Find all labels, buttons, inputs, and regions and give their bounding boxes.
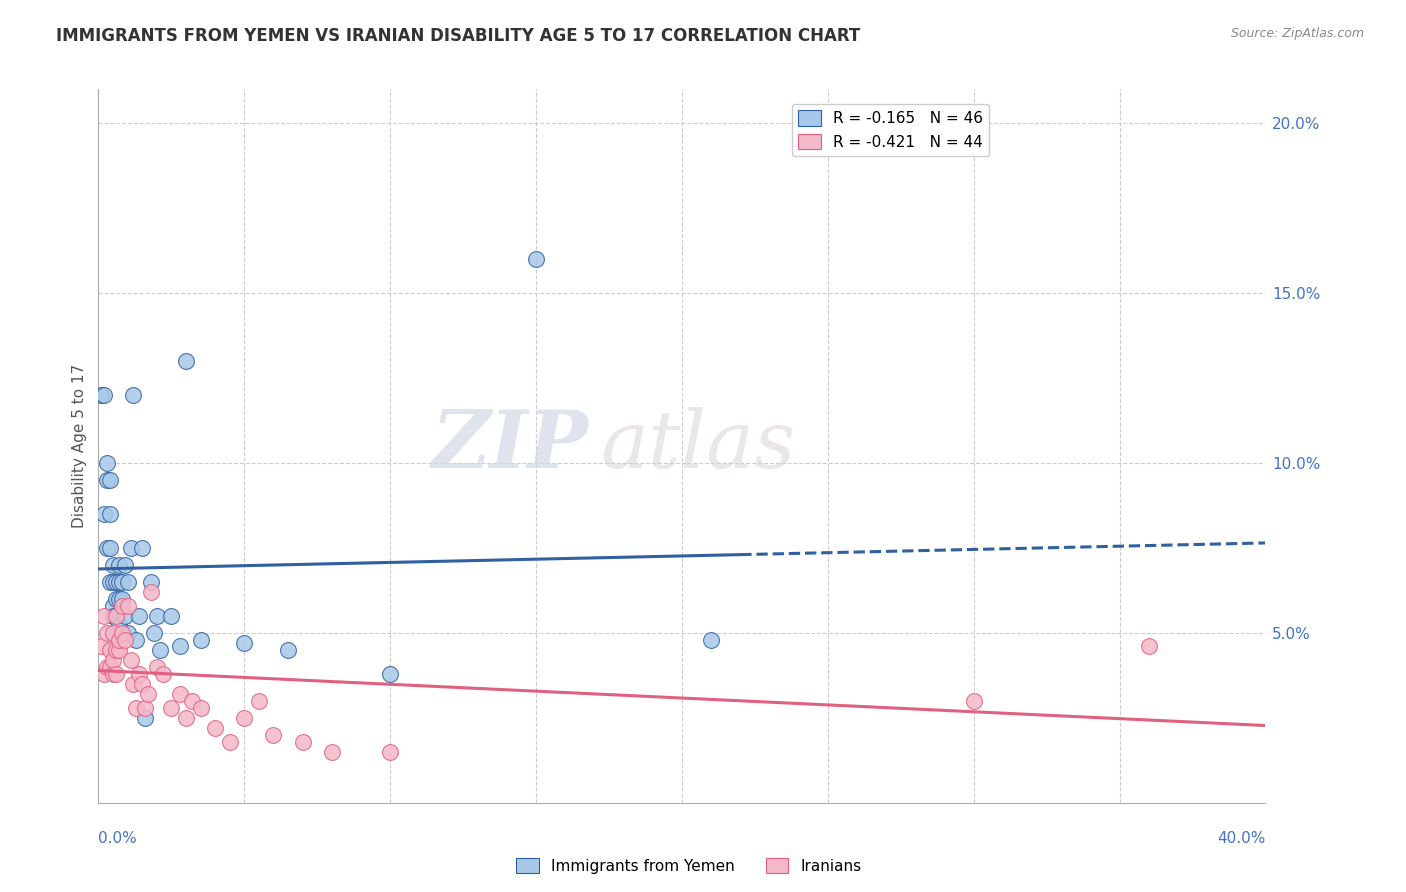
Point bbox=[233, 711, 256, 725]
Text: Source: ZipAtlas.com: Source: ZipAtlas.com bbox=[1230, 27, 1364, 40]
Point bbox=[125, 632, 148, 647]
Point bbox=[117, 599, 139, 613]
Point bbox=[90, 388, 112, 402]
Point bbox=[93, 388, 115, 402]
Point bbox=[117, 626, 139, 640]
Point bbox=[111, 626, 134, 640]
Point bbox=[125, 700, 148, 714]
Point bbox=[169, 640, 191, 654]
Point bbox=[180, 694, 202, 708]
Point bbox=[128, 608, 150, 623]
Point bbox=[174, 711, 197, 725]
Point bbox=[114, 608, 136, 623]
Point bbox=[122, 388, 145, 402]
Point bbox=[134, 711, 156, 725]
Point bbox=[378, 666, 402, 681]
Point bbox=[98, 574, 121, 589]
Point bbox=[90, 640, 112, 654]
Point bbox=[104, 574, 127, 589]
Point bbox=[136, 687, 159, 701]
Point bbox=[146, 660, 169, 674]
Point bbox=[96, 660, 118, 674]
Point bbox=[142, 626, 165, 640]
Point bbox=[104, 591, 127, 606]
Point bbox=[96, 473, 118, 487]
Point bbox=[93, 608, 115, 623]
Point bbox=[120, 653, 142, 667]
Text: 40.0%: 40.0% bbox=[1218, 831, 1265, 847]
Point bbox=[104, 608, 127, 623]
Point bbox=[108, 632, 131, 647]
Point bbox=[104, 666, 127, 681]
Point bbox=[101, 653, 124, 667]
Point bbox=[104, 608, 127, 623]
Point bbox=[96, 626, 118, 640]
Point bbox=[111, 591, 134, 606]
Point bbox=[139, 585, 162, 599]
Point bbox=[120, 541, 142, 555]
Text: IMMIGRANTS FROM YEMEN VS IRANIAN DISABILITY AGE 5 TO 17 CORRELATION CHART: IMMIGRANTS FROM YEMEN VS IRANIAN DISABIL… bbox=[56, 27, 860, 45]
Point bbox=[291, 734, 314, 748]
Point bbox=[190, 700, 212, 714]
Point bbox=[131, 541, 153, 555]
Point bbox=[139, 574, 162, 589]
Point bbox=[111, 599, 134, 613]
Point bbox=[1137, 640, 1160, 654]
Point bbox=[524, 252, 547, 266]
Point bbox=[101, 608, 124, 623]
Text: atlas: atlas bbox=[600, 408, 796, 484]
Point bbox=[108, 643, 131, 657]
Point bbox=[98, 541, 121, 555]
Point bbox=[277, 643, 299, 657]
Point bbox=[98, 643, 121, 657]
Point bbox=[101, 599, 124, 613]
Point bbox=[98, 507, 121, 521]
Point bbox=[321, 745, 343, 759]
Point bbox=[160, 700, 183, 714]
Point bbox=[962, 694, 984, 708]
Point bbox=[108, 574, 131, 589]
Point bbox=[174, 354, 197, 368]
Point bbox=[101, 626, 124, 640]
Legend: R = -0.165   N = 46, R = -0.421   N = 44: R = -0.165 N = 46, R = -0.421 N = 44 bbox=[792, 104, 990, 156]
Point bbox=[114, 558, 136, 572]
Text: 0.0%: 0.0% bbox=[98, 831, 138, 847]
Point bbox=[131, 677, 153, 691]
Point bbox=[122, 677, 145, 691]
Point bbox=[700, 632, 723, 647]
Point bbox=[233, 636, 256, 650]
Point bbox=[160, 608, 183, 623]
Point bbox=[134, 700, 156, 714]
Text: ZIP: ZIP bbox=[432, 408, 589, 484]
Point bbox=[96, 456, 118, 470]
Point bbox=[98, 473, 121, 487]
Point bbox=[128, 666, 150, 681]
Point bbox=[104, 643, 127, 657]
Point bbox=[114, 632, 136, 647]
Point bbox=[190, 632, 212, 647]
Point bbox=[218, 734, 240, 748]
Y-axis label: Disability Age 5 to 17: Disability Age 5 to 17 bbox=[72, 364, 87, 528]
Point bbox=[101, 666, 124, 681]
Point bbox=[262, 728, 284, 742]
Point bbox=[111, 574, 134, 589]
Point bbox=[98, 660, 121, 674]
Point bbox=[152, 666, 174, 681]
Point bbox=[146, 608, 169, 623]
Point bbox=[204, 721, 226, 735]
Point bbox=[108, 558, 131, 572]
Point bbox=[247, 694, 270, 708]
Point bbox=[108, 591, 131, 606]
Point bbox=[96, 541, 118, 555]
Point bbox=[117, 574, 139, 589]
Point bbox=[108, 619, 131, 633]
Point bbox=[378, 745, 402, 759]
Point bbox=[101, 558, 124, 572]
Legend: Immigrants from Yemen, Iranians: Immigrants from Yemen, Iranians bbox=[510, 852, 868, 880]
Point bbox=[101, 574, 124, 589]
Point bbox=[93, 507, 115, 521]
Point bbox=[169, 687, 191, 701]
Point bbox=[149, 643, 172, 657]
Point bbox=[93, 666, 115, 681]
